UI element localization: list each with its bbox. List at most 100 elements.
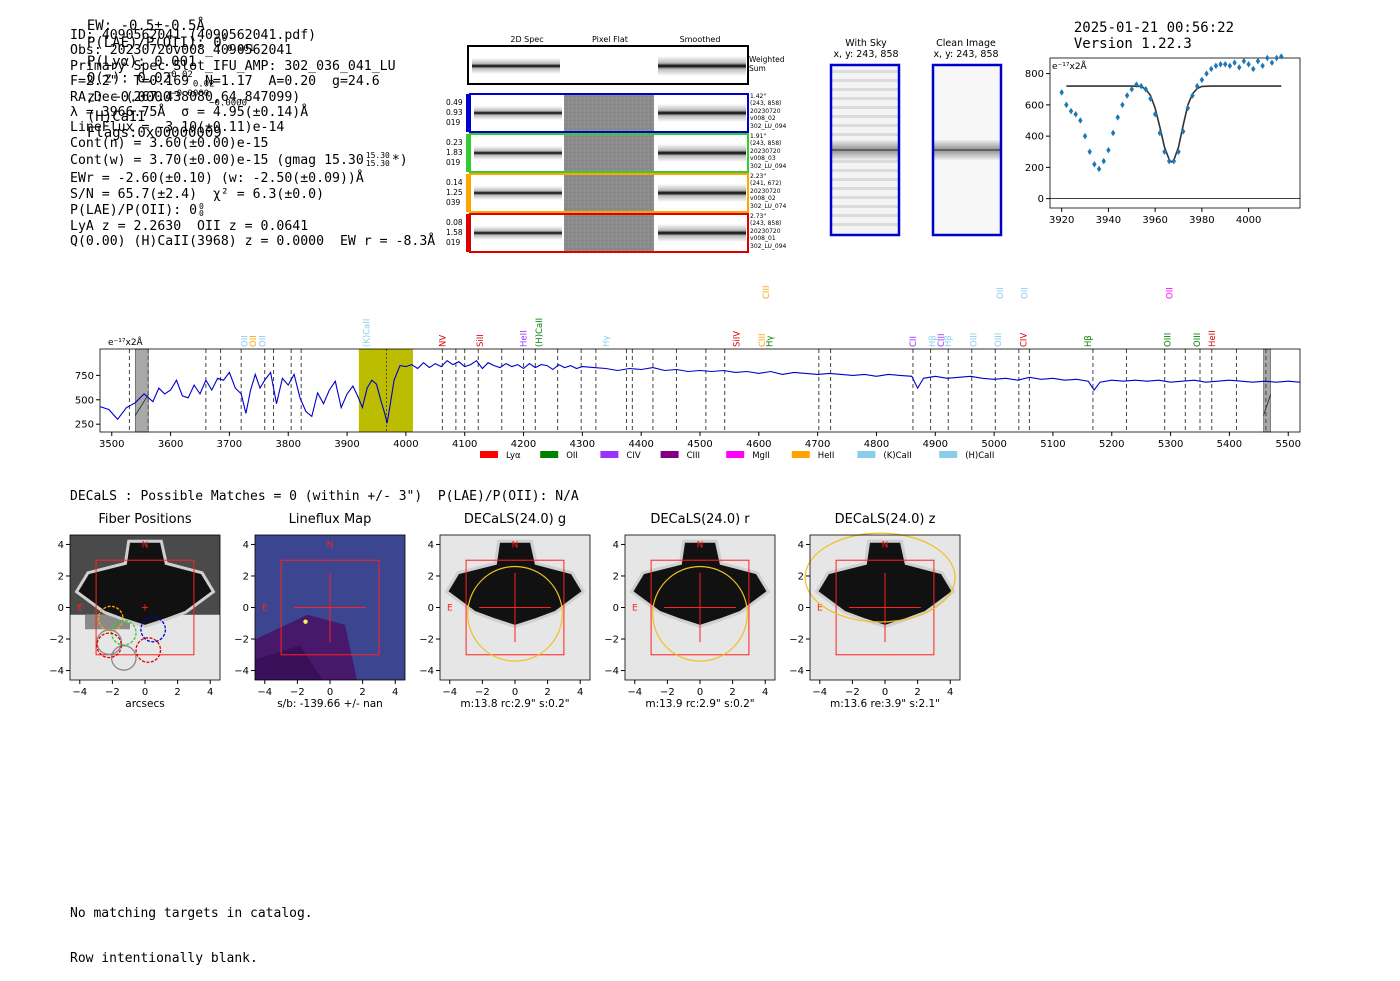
panel-xtick-label: 2 [729, 687, 735, 698]
fiber-circle [96, 632, 123, 659]
spectrum-line-label: OIII [994, 333, 1004, 347]
clean-title: Clean Image [936, 38, 996, 49]
sky-stripe [831, 124, 899, 127]
info-gmag-sub: 15.30 [365, 159, 390, 169]
fit-ytick-label: 200 [1025, 163, 1044, 174]
header-ew: EW: -0.5±-0.5Å [86, 18, 205, 34]
legend-label: (K)CaII [883, 451, 911, 461]
cutout-2d-spec [474, 106, 562, 120]
info-primary-spec: Primary Spec_Slot_IFU_AMP: 302_036_041_L… [70, 58, 396, 74]
with-sky-title: With Sky [845, 38, 887, 49]
compass-east: E [262, 604, 268, 614]
decals-panel-title: DECaLS(24.0) z [834, 512, 936, 527]
spectrum-line-label: CIV [1020, 333, 1030, 347]
spectrum-line-label: CIII [758, 334, 768, 347]
header-datetime: 2025-01-21 00:56:22 [1073, 20, 1235, 36]
decals-panel-image: + N E −4 −4 −2 −2 0 0 2 2 4 4 arcsecs [49, 534, 221, 710]
source-ellipse [467, 565, 563, 662]
sky-stripe [831, 133, 899, 136]
legend-label: MgII [752, 451, 770, 461]
fit-data-point [1279, 53, 1284, 60]
compass-north: N [512, 541, 519, 551]
sky-stripe [831, 97, 899, 100]
spectrum-flux-line [99, 359, 1301, 424]
spectrum-xtick-label: 4100 [452, 439, 477, 450]
panel-xtick-label: 4 [947, 687, 953, 698]
spectrum-xtick-label: 5000 [981, 439, 1006, 450]
header-flags: Flags:0x00000009 [86, 124, 222, 141]
spectrum-line-label: Hβ [1084, 335, 1094, 347]
sky-stripe [831, 205, 899, 208]
panel-xlabel: arcsecs [125, 698, 164, 710]
spectrum-chart: 3500 3600 3700 3800 3900 4000 4100 4200 4300 4400… [75, 286, 1301, 461]
fit-data-point [1209, 65, 1214, 73]
header-plae: P(LAE)/P(OII): 0 [86, 35, 222, 51]
legend-swatch [660, 451, 679, 458]
panel-ytick-label: 4 [613, 540, 619, 551]
fit-data-point [1162, 148, 1167, 155]
fit-data-point [1073, 111, 1078, 118]
decals-panel-image: N E −4 −4 −2 −2 0 0 2 2 4 4 s/b: -139.66 +/- nan [234, 534, 406, 710]
spectrum-xtick-label: 3700 [217, 439, 242, 450]
cutout-smoothed [658, 224, 746, 242]
weighted-sum-2d [472, 58, 560, 74]
fit-data-point [1148, 95, 1153, 102]
panel-ytick-label: 0 [798, 603, 804, 614]
panel-xtick-label: 4 [207, 687, 213, 698]
spectrum-xtick-label: 3600 [158, 439, 183, 450]
legend-swatch [480, 451, 498, 458]
fit-xtick-label: 3940 [1096, 215, 1121, 226]
cutout-left-label: 0.08 1.58 019 [446, 218, 463, 247]
fit-data-point [1274, 54, 1279, 62]
fit-xtick-label: 4000 [1236, 215, 1261, 226]
fit-ytick-label: 600 [1025, 100, 1044, 111]
clean-heading: Clean Image x, y: 243, 858 [926, 38, 1006, 60]
decals-panel-image: N E −4 −4 −2 −2 0 0 2 2 4 4 m:13.9 rc:2.9" s:0.2" [604, 534, 776, 710]
spectrum-xtick-label: 3800 [276, 439, 301, 450]
weighted-sum-row [467, 45, 749, 85]
header-version: Version 1.22.3 [1073, 36, 1192, 52]
fit-data-point [1185, 104, 1191, 112]
header-plae-sup: 0 [221, 34, 228, 44]
fit-data-point [1110, 129, 1116, 137]
info-plae-text: P(LAE)/P(OII): 0 [70, 203, 198, 219]
cutout-row-frame [469, 213, 749, 253]
legend-label: CIV [626, 451, 640, 461]
info-ewr: EWr = -2.60(±0.10) (w: -2.50(±0.09))Å [70, 171, 364, 187]
cutout-pixel-flat [564, 174, 654, 212]
fit-data-point [1237, 64, 1242, 71]
spectrum-xtick-label: 4600 [746, 439, 771, 450]
decals-panel-title: Lineflux Map [288, 512, 372, 527]
sky-stripe [831, 187, 899, 190]
info-q-caii: Q(0.00) (H)CaII(3968) z = 0.0000 EW r = … [70, 234, 436, 250]
fit-data-point [1199, 76, 1205, 84]
spectrum-mask-hatch [134, 394, 149, 416]
cutout-2d-spec [474, 186, 562, 200]
legend-label: (H)CaII [965, 451, 994, 461]
fit-data-point [1166, 157, 1172, 165]
panel-xlabel: m:13.6 re:3.9" s:2.1" [830, 698, 940, 710]
cutout-row-frame [469, 93, 749, 133]
panel-xtick-label: −2 [475, 687, 490, 698]
cutout-row-frame [469, 173, 749, 213]
fiber-circle [110, 645, 137, 671]
sky-stripe [831, 79, 899, 82]
panel-xtick-label: −2 [105, 687, 120, 698]
compass-north: N [142, 541, 149, 551]
legend-label: CIII [687, 451, 700, 461]
spectrum-line-label: CII [909, 336, 919, 347]
panel-xtick-label: −4 [812, 687, 827, 698]
spectrum-line-label: OIII [1164, 333, 1174, 347]
sky-stripe [831, 115, 899, 118]
fit-data-point [1124, 92, 1130, 99]
panel-xtick-label: 2 [544, 687, 550, 698]
cutout-smoothed [658, 104, 746, 122]
aperture-box [835, 559, 935, 656]
panel-xtick-label: −4 [627, 687, 642, 698]
header-datetime-block: 2025-01-21 00:56:22 Version 1.22.3 [1057, 4, 1242, 52]
with-sky-sub: x, y: 243, 858 [833, 49, 899, 60]
info-gmag-sup: 15.30 [365, 151, 390, 161]
decals-panel-title: DECaLS(24.0) g [463, 512, 567, 527]
compass-north: N [882, 541, 889, 551]
panel-ytick-label: −4 [789, 666, 804, 677]
